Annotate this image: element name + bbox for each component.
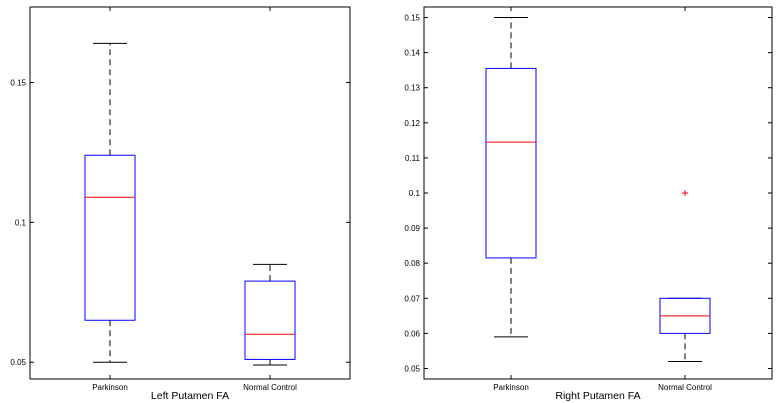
left-box-1 [244,263,296,366]
left-category-label: Parkinson [92,383,128,392]
left-ytick-label: 0.1 [15,218,27,227]
left-boxplot-panel: 0.05 0.1 0.15 Parkinson Normal Control Left P… [10,6,351,402]
right-plot-frame [423,6,773,380]
right-ytick-label: 0.05 [404,364,420,373]
box-iqr [244,280,296,360]
right-ytick-label: 0.15 [404,14,420,23]
right-box-0 [485,17,537,338]
right-ytick-label: 0.1 [409,189,421,198]
right-ytick-label: 0.12 [404,119,420,128]
left-category-label: Normal Control [243,383,297,392]
right-ytick-label: 0.11 [405,154,421,163]
right-ytick-label: 0.06 [404,329,420,338]
right-category-label: Normal Control [658,383,712,392]
left-ytick-label: 0.05 [10,358,26,367]
right-ytick-label: 0.14 [404,49,420,58]
left-box-0 [84,42,136,363]
outlier-marker [682,190,688,196]
right-boxplot-panel: 0.05 0.06 0.07 0.08 0.09 0.1 0.11 0.12 0.13 0.14 0… [404,6,773,402]
right-ytick-label: 0.07 [404,294,420,303]
right-ytick-label: 0.13 [404,84,420,93]
right-box-1 [659,190,711,362]
left-plot-frame [29,6,351,380]
right-category-label: Parkinson [493,383,529,392]
right-ytick-label: 0.09 [404,224,420,233]
left-x-axis-label: Left Putamen FA [151,390,229,402]
right-x-axis-label: Right Putamen FA [555,390,640,402]
box-iqr [84,154,136,321]
left-ytick-label: 0.15 [10,79,26,88]
box-iqr [485,67,537,259]
right-ytick-label: 0.08 [404,259,420,268]
